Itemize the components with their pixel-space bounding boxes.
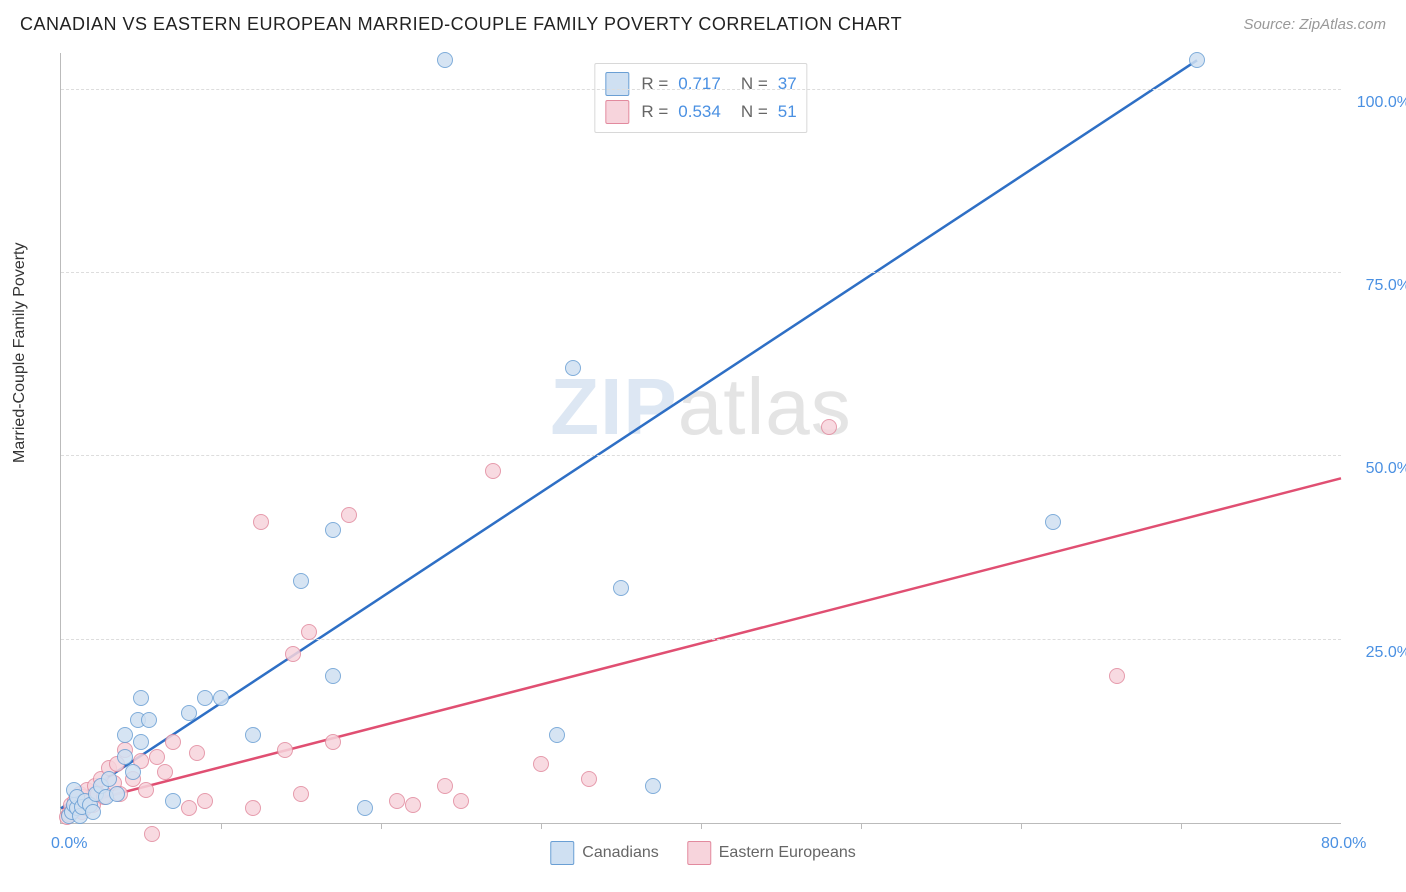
x-tick bbox=[701, 823, 702, 829]
data-point-canadians bbox=[1189, 52, 1205, 68]
data-point-eastern-europeans bbox=[389, 793, 405, 809]
data-point-eastern-europeans bbox=[293, 786, 309, 802]
gridline bbox=[61, 272, 1341, 273]
gridline bbox=[61, 89, 1341, 90]
legend-row-canadians: R = 0.717 N = 37 bbox=[605, 70, 796, 98]
data-point-eastern-europeans bbox=[165, 734, 181, 750]
data-point-eastern-europeans bbox=[453, 793, 469, 809]
data-point-canadians bbox=[613, 580, 629, 596]
y-tick-label: 100.0% bbox=[1351, 94, 1406, 112]
data-point-canadians bbox=[325, 668, 341, 684]
trend-lines bbox=[61, 53, 1341, 823]
data-point-canadians bbox=[117, 749, 133, 765]
source-label: Source: ZipAtlas.com bbox=[1243, 16, 1386, 33]
r-value: 0.717 bbox=[678, 74, 721, 94]
data-point-canadians bbox=[85, 804, 101, 820]
data-point-eastern-europeans bbox=[405, 797, 421, 813]
r-label: R = bbox=[641, 102, 668, 122]
trend-line-eastern-europeans bbox=[61, 478, 1341, 808]
data-point-eastern-europeans bbox=[533, 756, 549, 772]
data-point-eastern-europeans bbox=[144, 826, 160, 842]
n-value: 51 bbox=[778, 102, 797, 122]
x-axis-end-label: 80.0% bbox=[1321, 835, 1366, 853]
series-legend: Canadians Eastern Europeans bbox=[550, 841, 855, 865]
data-point-eastern-europeans bbox=[821, 419, 837, 435]
data-point-eastern-europeans bbox=[189, 745, 205, 761]
legend-row-eastern-europeans: R = 0.534 N = 51 bbox=[605, 98, 796, 126]
trend-line-canadians bbox=[61, 60, 1197, 808]
swatch-eastern-europeans bbox=[687, 841, 711, 865]
data-point-canadians bbox=[245, 727, 261, 743]
chart-title: CANADIAN VS EASTERN EUROPEAN MARRIED-COU… bbox=[20, 14, 902, 35]
data-point-eastern-europeans bbox=[157, 764, 173, 780]
gridline bbox=[61, 639, 1341, 640]
data-point-canadians bbox=[141, 712, 157, 728]
data-point-eastern-europeans bbox=[1109, 668, 1125, 684]
data-point-canadians bbox=[325, 522, 341, 538]
x-tick bbox=[541, 823, 542, 829]
r-value: 0.534 bbox=[678, 102, 721, 122]
data-point-canadians bbox=[197, 690, 213, 706]
data-point-canadians bbox=[109, 786, 125, 802]
x-tick bbox=[221, 823, 222, 829]
gridline bbox=[61, 455, 1341, 456]
data-point-eastern-europeans bbox=[181, 800, 197, 816]
series-label: Eastern Europeans bbox=[719, 844, 856, 862]
n-label: N = bbox=[741, 102, 768, 122]
data-point-eastern-europeans bbox=[437, 778, 453, 794]
data-point-eastern-europeans bbox=[149, 749, 165, 765]
data-point-canadians bbox=[117, 727, 133, 743]
data-point-canadians bbox=[357, 800, 373, 816]
data-point-eastern-europeans bbox=[581, 771, 597, 787]
data-point-canadians bbox=[133, 690, 149, 706]
data-point-eastern-europeans bbox=[245, 800, 261, 816]
data-point-canadians bbox=[645, 778, 661, 794]
data-point-canadians bbox=[213, 690, 229, 706]
x-tick bbox=[1181, 823, 1182, 829]
legend-item-eastern-europeans: Eastern Europeans bbox=[687, 841, 856, 865]
chart-area: Married-Couple Family Poverty ZIPatlas R… bbox=[0, 43, 1406, 883]
data-point-canadians bbox=[165, 793, 181, 809]
data-point-canadians bbox=[181, 705, 197, 721]
y-tick-label: 25.0% bbox=[1351, 644, 1406, 662]
data-point-canadians bbox=[101, 771, 117, 787]
data-point-canadians bbox=[125, 764, 141, 780]
data-point-eastern-europeans bbox=[341, 507, 357, 523]
data-point-canadians bbox=[293, 573, 309, 589]
swatch-canadians bbox=[550, 841, 574, 865]
data-point-canadians bbox=[549, 727, 565, 743]
data-point-eastern-europeans bbox=[138, 782, 154, 798]
swatch-eastern-europeans bbox=[605, 100, 629, 124]
n-label: N = bbox=[741, 74, 768, 94]
r-label: R = bbox=[641, 74, 668, 94]
n-value: 37 bbox=[778, 74, 797, 94]
data-point-canadians bbox=[1045, 514, 1061, 530]
correlation-legend: R = 0.717 N = 37 R = 0.534 N = 51 bbox=[594, 63, 807, 133]
x-tick bbox=[861, 823, 862, 829]
data-point-eastern-europeans bbox=[285, 646, 301, 662]
y-tick-label: 50.0% bbox=[1351, 460, 1406, 478]
x-axis-start-label: 0.0% bbox=[51, 835, 87, 853]
y-tick-label: 75.0% bbox=[1351, 277, 1406, 295]
data-point-eastern-europeans bbox=[253, 514, 269, 530]
plot-area: ZIPatlas R = 0.717 N = 37 R = 0.534 N = … bbox=[60, 53, 1341, 824]
data-point-eastern-europeans bbox=[301, 624, 317, 640]
x-tick bbox=[1021, 823, 1022, 829]
data-point-canadians bbox=[437, 52, 453, 68]
data-point-eastern-europeans bbox=[197, 793, 213, 809]
data-point-eastern-europeans bbox=[277, 742, 293, 758]
data-point-canadians bbox=[565, 360, 581, 376]
legend-item-canadians: Canadians bbox=[550, 841, 659, 865]
swatch-canadians bbox=[605, 72, 629, 96]
data-point-eastern-europeans bbox=[485, 463, 501, 479]
x-tick bbox=[381, 823, 382, 829]
data-point-eastern-europeans bbox=[325, 734, 341, 750]
data-point-canadians bbox=[133, 734, 149, 750]
series-label: Canadians bbox=[582, 844, 659, 862]
y-axis-title: Married-Couple Family Poverty bbox=[11, 242, 29, 463]
